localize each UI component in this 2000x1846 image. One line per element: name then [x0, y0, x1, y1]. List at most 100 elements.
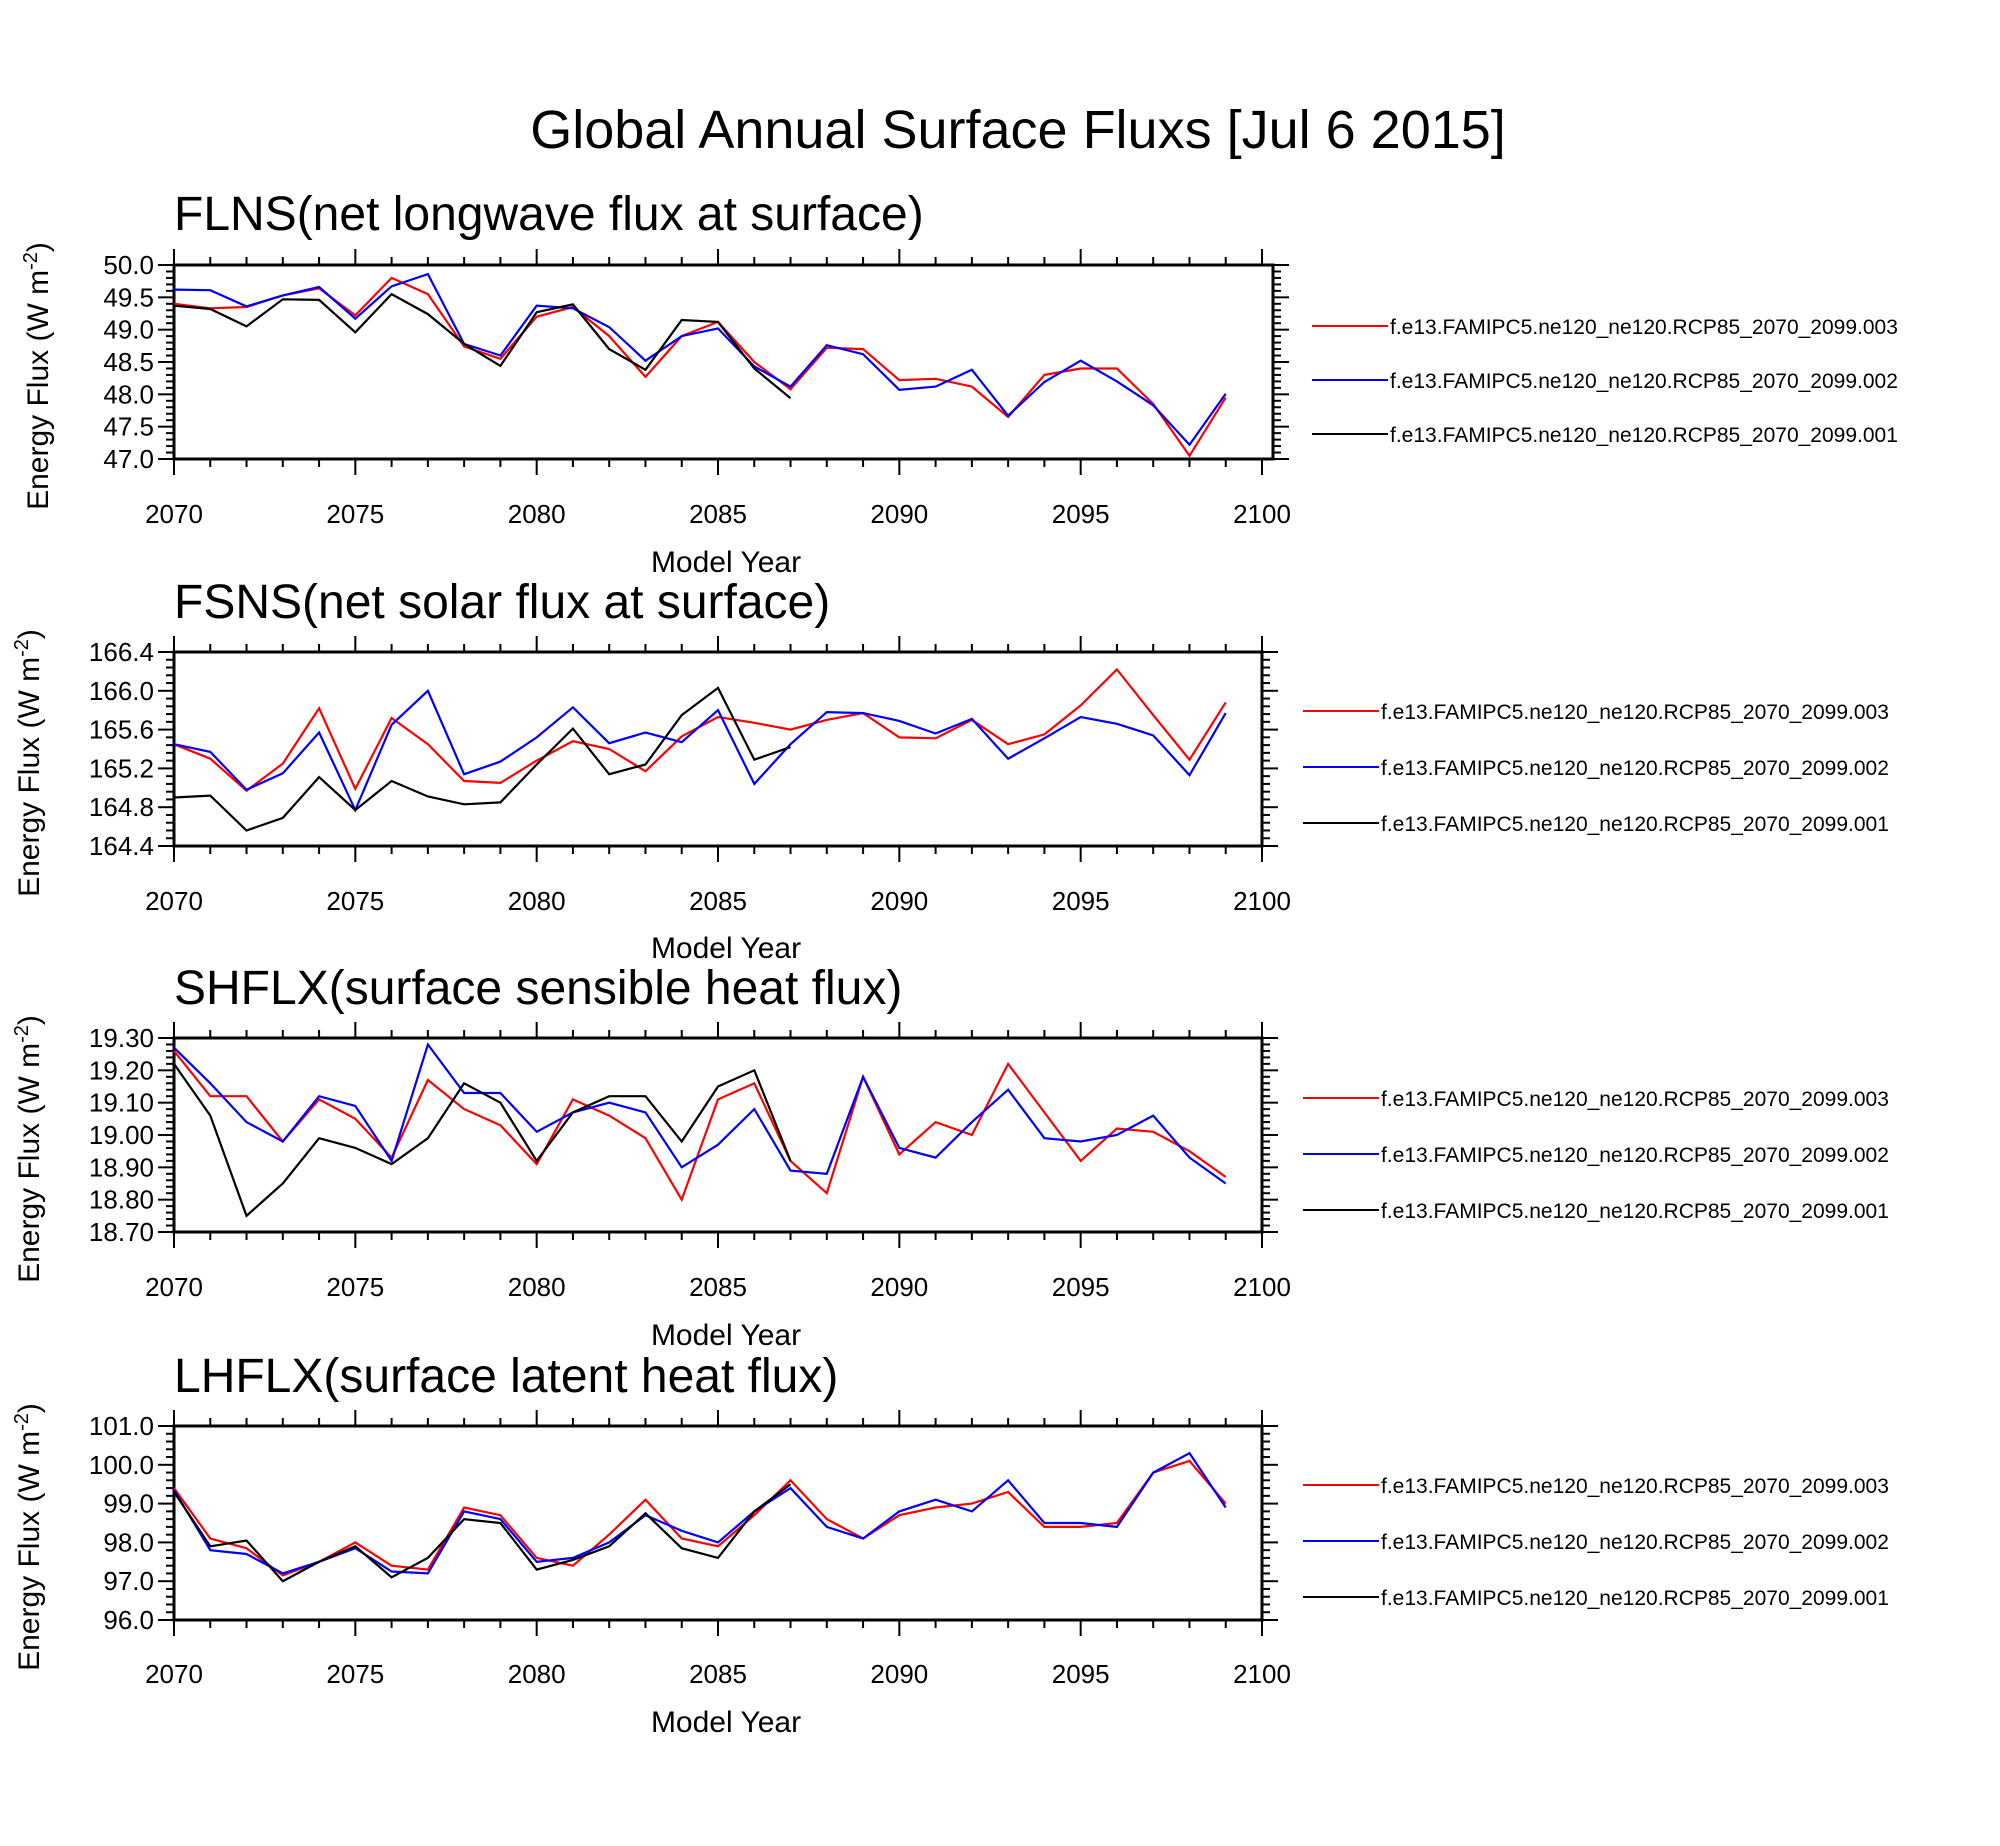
x-axis-label: Model Year	[651, 1706, 801, 1739]
x-tick-label: 2090	[870, 1659, 928, 1689]
series-line-3	[173, 1063, 792, 1218]
x-tick-label: 2070	[145, 1272, 203, 1302]
y-tick-label: 19.30	[89, 1023, 154, 1053]
legend-label: f.e13.FAMIPC5.ne120_ne120.RCP85_2070_209…	[1381, 757, 1889, 780]
x-tick-label: 2070	[145, 499, 203, 529]
y-tick-label: 19.20	[89, 1055, 154, 1085]
x-tick-label: 2085	[689, 886, 747, 916]
x-tick-label: 2080	[508, 886, 566, 916]
x-tick-label: 2070	[145, 886, 203, 916]
tick-marks	[158, 249, 1289, 475]
series-line-1	[173, 1050, 1227, 1203]
x-axis-label: Model Year	[651, 1319, 801, 1352]
x-tick-label: 2085	[689, 499, 747, 529]
plot-frame	[172, 1424, 1264, 1622]
x-tick-label: 2070	[145, 1659, 203, 1689]
y-tick-label: 18.70	[89, 1217, 154, 1247]
y-tick-label: 18.80	[89, 1185, 154, 1215]
series-line-2	[173, 272, 1227, 447]
legend-label: f.e13.FAMIPC5.ne120_ne120.RCP85_2070_209…	[1390, 316, 1898, 339]
series-line-3	[173, 292, 792, 400]
chart-title: FLNS(net longwave flux at surface)	[174, 188, 924, 241]
x-axis-label: Model Year	[651, 546, 801, 579]
series-line-1	[173, 1459, 1227, 1577]
legend-label: f.e13.FAMIPC5.ne120_ne120.RCP85_2070_209…	[1381, 1587, 1889, 1610]
legend-label: f.e13.FAMIPC5.ne120_ne120.RCP85_2070_209…	[1381, 813, 1889, 836]
x-tick-label: 2095	[1052, 1659, 1110, 1689]
plot-frame	[172, 263, 1275, 461]
legend-label: f.e13.FAMIPC5.ne120_ne120.RCP85_2070_209…	[1381, 1200, 1889, 1223]
legend-label: f.e13.FAMIPC5.ne120_ne120.RCP85_2070_209…	[1390, 370, 1898, 393]
series-line-2	[173, 688, 1227, 813]
y-tick-label: 97.0	[103, 1566, 154, 1596]
x-axis-label: Model Year	[651, 932, 801, 965]
y-tick-label: 49.5	[103, 282, 154, 312]
x-tick-label: 2075	[326, 886, 384, 916]
x-tick-label: 2095	[1052, 1272, 1110, 1302]
legend-label: f.e13.FAMIPC5.ne120_ne120.RCP85_2070_209…	[1381, 1475, 1889, 1498]
chart-panel-3: SHFLX(surface sensible heat flux) 2070 207…	[11, 962, 1889, 1352]
legend-label: f.e13.FAMIPC5.ne120_ne120.RCP85_2070_209…	[1381, 1531, 1889, 1554]
tick-marks	[158, 636, 1278, 862]
chart-panel-4: LHFLX(surface latent heat flux) 2070 2075 2…	[11, 1350, 1889, 1739]
legend-label: f.e13.FAMIPC5.ne120_ne120.RCP85_2070_209…	[1390, 424, 1898, 447]
panels: FLNS(net longwave flux at surface) 2070 20…	[11, 188, 1898, 1739]
series-line-3	[173, 686, 791, 832]
y-tick-label: 47.0	[103, 444, 154, 474]
chart-panel-1: FLNS(net longwave flux at surface) 2070 20…	[20, 188, 1898, 579]
x-tick-label: 2075	[326, 1272, 384, 1302]
y-tick-label: 47.5	[103, 412, 154, 442]
y-tick-label: 100.0	[89, 1450, 154, 1480]
x-tick-label: 2100	[1233, 1659, 1291, 1689]
series-line-2	[173, 1451, 1227, 1575]
x-tick-label: 2080	[508, 499, 566, 529]
series-line-3	[173, 1483, 792, 1583]
x-tick-label: 2080	[508, 1659, 566, 1689]
tick-marks	[158, 1410, 1278, 1636]
x-tick-label: 2095	[1052, 886, 1110, 916]
x-tick-label: 2095	[1052, 499, 1110, 529]
x-tick-label: 2090	[870, 1272, 928, 1302]
y-tick-label: 98.0	[103, 1527, 154, 1557]
x-tick-label: 2080	[508, 1272, 566, 1302]
x-tick-label: 2090	[870, 886, 928, 916]
series-line-2	[173, 1042, 1227, 1185]
x-tick-label: 2100	[1233, 886, 1291, 916]
figure-title: Global Annual Surface Fluxs [Jul 6 2015]	[530, 100, 1506, 160]
chart-title: FSNS(net solar flux at surface)	[174, 576, 830, 629]
y-tick-label: 48.0	[103, 379, 154, 409]
y-tick-label: 165.6	[89, 715, 154, 745]
y-tick-label: 166.4	[89, 637, 154, 667]
legend-label: f.e13.FAMIPC5.ne120_ne120.RCP85_2070_209…	[1381, 1144, 1889, 1167]
x-tick-label: 2085	[689, 1272, 747, 1302]
y-tick-label: 166.0	[89, 676, 154, 706]
x-tick-label: 2075	[326, 1659, 384, 1689]
y-tick-label: 19.10	[89, 1088, 154, 1118]
x-tick-label: 2090	[870, 499, 928, 529]
y-tick-label: 164.4	[89, 831, 154, 861]
series-line-1	[173, 667, 1227, 793]
y-tick-label: 48.5	[103, 347, 154, 377]
series-line-1	[173, 276, 1227, 458]
y-axis-label: Energy Flux (W m-2)	[11, 1015, 46, 1283]
y-tick-label: 18.90	[89, 1152, 154, 1182]
y-axis-label: Energy Flux (W m-2)	[11, 1403, 46, 1671]
x-tick-label: 2100	[1233, 1272, 1291, 1302]
y-tick-label: 96.0	[103, 1605, 154, 1635]
x-tick-label: 2075	[326, 499, 384, 529]
y-tick-label: 50.0	[103, 250, 154, 280]
tick-marks	[158, 1022, 1278, 1248]
y-tick-label: 99.0	[103, 1489, 154, 1519]
chart-panel-2: FSNS(net solar flux at surface) 2070 2075 2…	[11, 576, 1889, 965]
y-tick-label: 49.0	[103, 315, 154, 345]
y-tick-label: 19.00	[89, 1120, 154, 1150]
y-tick-label: 101.0	[89, 1411, 154, 1441]
x-tick-label: 2085	[689, 1659, 747, 1689]
y-axis-label: Energy Flux (W m-2)	[20, 242, 55, 510]
y-axis-label: Energy Flux (W m-2)	[11, 629, 46, 897]
y-tick-label: 165.2	[89, 753, 154, 783]
chart-title: SHFLX(surface sensible heat flux)	[174, 962, 902, 1015]
legend-label: f.e13.FAMIPC5.ne120_ne120.RCP85_2070_209…	[1381, 1088, 1889, 1111]
x-tick-label: 2100	[1233, 499, 1291, 529]
